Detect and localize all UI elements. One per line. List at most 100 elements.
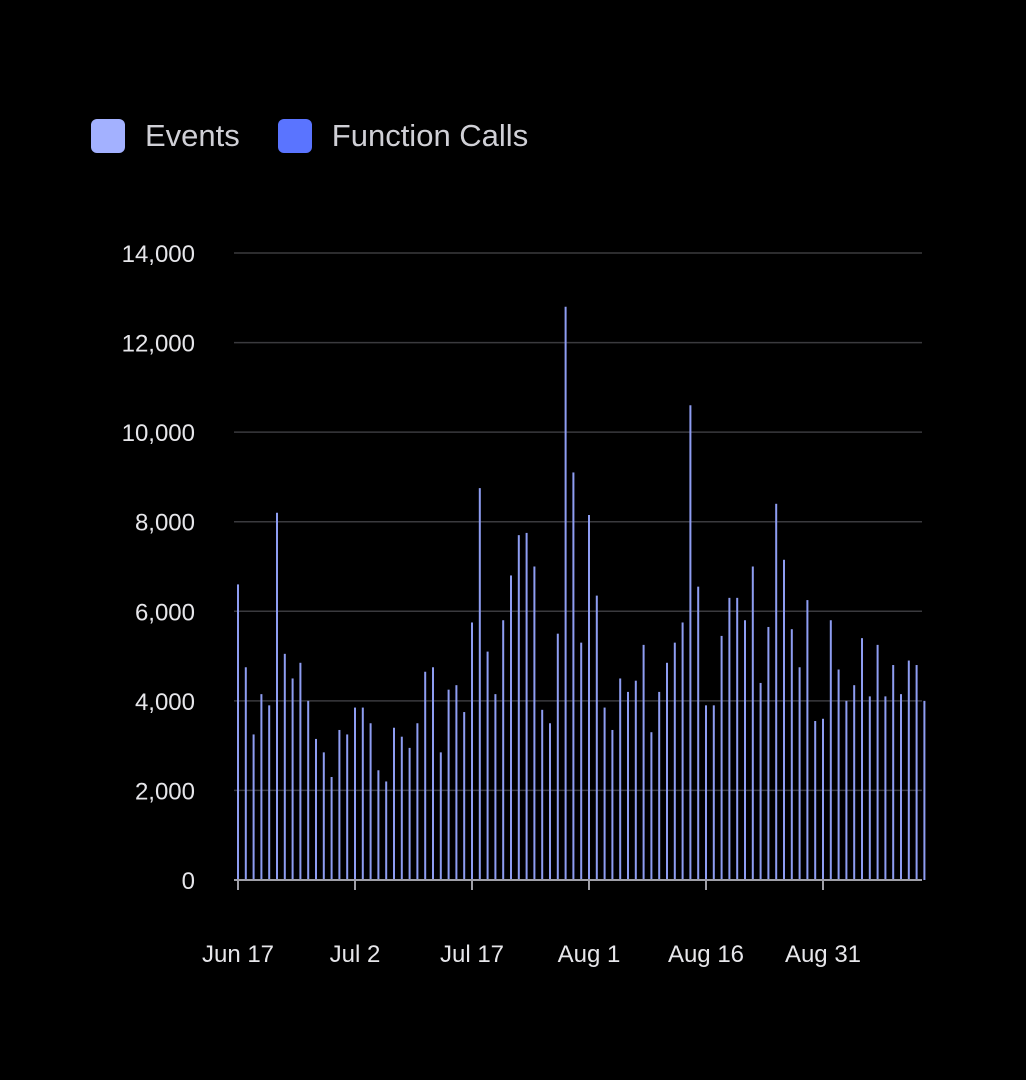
y-tick-label: 6,000	[135, 599, 195, 626]
bar	[634, 680, 637, 880]
bar	[307, 700, 310, 880]
bar	[611, 729, 614, 880]
bar	[541, 709, 544, 880]
y-tick-label: 2,000	[135, 778, 195, 805]
y-tick-label: 4,000	[135, 689, 195, 716]
bar	[720, 635, 723, 880]
bar	[884, 696, 887, 880]
x-tick-label: Aug 1	[558, 941, 621, 968]
y-tick-label: 8,000	[135, 510, 195, 537]
bar	[572, 472, 575, 880]
bar	[377, 770, 380, 880]
bar	[424, 671, 427, 880]
bar	[237, 584, 239, 880]
bar	[471, 622, 473, 880]
function-calls-swatch	[277, 119, 312, 153]
bar	[276, 512, 278, 880]
bar	[892, 665, 895, 880]
bar	[252, 734, 255, 880]
bar	[346, 734, 349, 880]
bar	[455, 685, 458, 880]
legend-label-function-calls: Function Calls	[331, 118, 529, 153]
bar	[291, 678, 294, 880]
bar	[268, 705, 271, 880]
legend-label-events: Events	[145, 118, 240, 153]
bar	[330, 776, 333, 880]
y-tick-label: 12,000	[122, 331, 195, 358]
bar	[588, 514, 590, 880]
bar	[829, 620, 832, 880]
x-tick-label: Jun 17	[202, 941, 274, 968]
bar	[790, 629, 793, 880]
bar	[510, 575, 512, 880]
bar	[689, 405, 692, 880]
bar	[299, 662, 302, 880]
bar	[783, 559, 785, 880]
bar	[798, 667, 801, 880]
bar	[861, 638, 863, 880]
x-tick-label: Aug 16	[668, 941, 744, 968]
bar	[736, 597, 739, 880]
bar	[814, 721, 817, 880]
bar	[533, 566, 536, 880]
events-swatch	[91, 119, 125, 153]
bar	[806, 600, 809, 880]
bar	[775, 503, 778, 880]
bar	[697, 586, 700, 880]
bar	[315, 738, 317, 880]
bar	[712, 705, 715, 880]
bar	[486, 651, 489, 880]
bar	[260, 694, 263, 880]
bar	[728, 597, 731, 880]
bar	[478, 488, 481, 880]
bar	[385, 781, 388, 880]
bar	[642, 644, 645, 880]
legend-item-events[interactable]: Events	[91, 118, 240, 154]
bar	[580, 642, 583, 880]
bar	[432, 667, 434, 880]
bar	[673, 642, 676, 880]
bar	[502, 620, 505, 880]
bar	[619, 678, 622, 880]
bar	[463, 712, 466, 880]
bar	[915, 665, 918, 880]
bar	[408, 747, 411, 880]
bar	[361, 707, 364, 880]
bar	[322, 752, 325, 880]
bar	[439, 752, 442, 880]
bar	[837, 669, 840, 880]
x-tick-label: Jul 2	[330, 941, 381, 968]
bar	[627, 691, 629, 880]
bar	[900, 694, 902, 880]
y-tick-label: 10,000	[122, 420, 195, 447]
bar	[681, 622, 684, 880]
chart-legend: Events Function Calls	[91, 118, 566, 154]
y-tick-label: 0	[182, 868, 195, 895]
bar	[338, 729, 341, 880]
bar	[354, 707, 356, 880]
bar	[549, 723, 551, 880]
bar	[759, 682, 762, 880]
bar	[393, 727, 395, 880]
bar	[907, 660, 910, 880]
bar	[564, 306, 567, 880]
bar	[244, 667, 247, 880]
bar	[650, 732, 653, 880]
bar	[494, 694, 497, 880]
bar	[666, 662, 668, 880]
bar	[853, 685, 856, 880]
legend-item-function-calls[interactable]: Function Calls	[277, 118, 529, 154]
x-tick-label: Aug 31	[785, 941, 861, 968]
bar	[705, 705, 707, 880]
bar	[517, 535, 520, 880]
bar	[525, 532, 528, 880]
bar	[283, 653, 286, 880]
bar	[447, 689, 450, 880]
bar	[767, 626, 770, 880]
bar	[595, 595, 598, 880]
bar	[876, 644, 879, 880]
bar	[556, 633, 559, 880]
y-tick-label: 14,000	[122, 241, 195, 268]
bar	[868, 696, 871, 880]
bar	[923, 700, 926, 880]
